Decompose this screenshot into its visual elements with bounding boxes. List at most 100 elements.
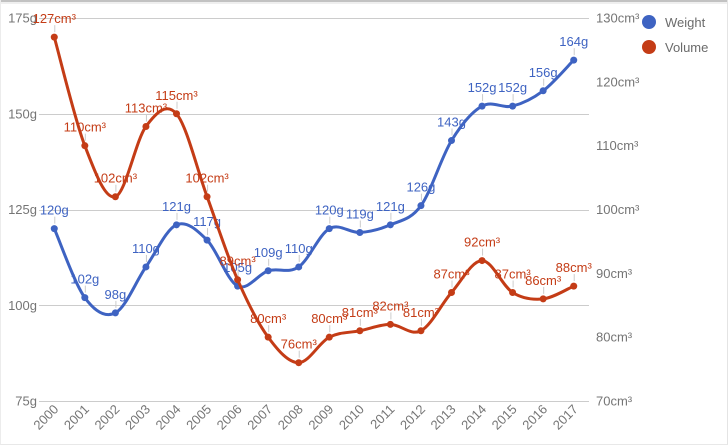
data-point-weight-2008[interactable]: [295, 263, 303, 271]
data-point-weight-2010[interactable]: [356, 228, 364, 236]
right-axis-tick-label: 70cm³: [596, 394, 633, 409]
data-point-volume-2008[interactable]: [295, 359, 303, 367]
data-point-weight-2012[interactable]: [417, 202, 425, 210]
data-point-volume-2014[interactable]: [478, 257, 486, 265]
data-point-weight-2007[interactable]: [264, 267, 272, 275]
point-annotation: 120g: [40, 203, 69, 218]
x-axis-tick-label: 2006: [214, 402, 245, 433]
x-axis-tick-label: 2004: [153, 402, 184, 433]
right-axis-tick-label: 80cm³: [596, 330, 633, 345]
x-axis-tick-label: 2015: [489, 402, 520, 433]
point-annotation: 152g: [498, 80, 527, 95]
x-axis-tick-label: 2013: [428, 402, 459, 433]
data-point-volume-2017[interactable]: [570, 282, 578, 290]
data-point-weight-2002[interactable]: [111, 309, 119, 317]
data-point-volume-2010[interactable]: [356, 327, 364, 335]
point-annotation: 102g: [70, 272, 99, 287]
x-axis-tick-label: 2008: [275, 402, 306, 433]
data-point-volume-2004[interactable]: [173, 110, 180, 118]
point-annotation: 127cm³: [33, 11, 77, 26]
data-point-weight-2003[interactable]: [142, 263, 150, 271]
data-point-volume-2012[interactable]: [417, 327, 425, 335]
data-point-volume-2007[interactable]: [264, 333, 272, 341]
data-point-weight-2017[interactable]: [570, 56, 578, 64]
point-annotation: 80cm³: [311, 311, 348, 326]
point-annotation: 109g: [254, 245, 283, 260]
point-annotation: 156g: [529, 65, 558, 80]
point-annotation: 110cm³: [64, 120, 107, 135]
data-point-weight-2000[interactable]: [50, 225, 58, 233]
data-point-weight-2004[interactable]: [173, 221, 180, 229]
point-annotation: 164g: [559, 34, 588, 49]
gridlines: [39, 18, 589, 402]
left-axis-tick-label: 150g: [8, 106, 37, 121]
data-point-volume-2005[interactable]: [203, 193, 211, 201]
data-point-volume-2013[interactable]: [448, 288, 455, 296]
left-axis-tick-label: 100g: [8, 298, 37, 313]
data-point-volume-2016[interactable]: [539, 295, 547, 303]
legend-label-volume: Volume: [665, 39, 709, 55]
x-axis-tick-label: 2005: [183, 402, 214, 433]
x-axis-tick-label: 2007: [244, 402, 275, 433]
data-point-weight-2014[interactable]: [478, 102, 486, 110]
left-axis-tick-label: 75g: [15, 394, 37, 409]
right-axis-tick-label: 110cm³: [596, 138, 639, 153]
point-annotation: 80cm³: [250, 311, 287, 326]
point-annotation: 115cm³: [155, 88, 198, 103]
point-annotation: 121g: [162, 199, 191, 214]
data-point-volume-2009[interactable]: [325, 333, 333, 341]
right-axis-tick-label: 100cm³: [596, 202, 640, 217]
data-point-volume-2003[interactable]: [142, 123, 150, 131]
legend-item-volume: Volume: [642, 36, 708, 58]
point-annotation: 152g: [468, 80, 497, 95]
data-point-weight-2015[interactable]: [509, 102, 517, 110]
point-annotation: 89cm³: [220, 254, 257, 269]
point-annotation: 119g: [346, 206, 374, 221]
data-point-volume-2001[interactable]: [81, 142, 89, 150]
weight-series-dot-icon: [642, 15, 656, 29]
x-axis-labels: 2000 2001 2002 2003 2004 2005 2006 2007 2008 2009…: [30, 402, 581, 433]
data-point-weight-2001[interactable]: [81, 294, 89, 302]
data-point-weight-2005[interactable]: [203, 236, 211, 244]
data-point-weight-2009[interactable]: [325, 225, 333, 233]
legend-item-weight: Weight: [642, 11, 708, 33]
right-axis-tick-label: 130cm³: [596, 11, 640, 26]
point-annotation: 120g: [315, 203, 344, 218]
data-point-volume-2006[interactable]: [234, 276, 242, 284]
x-axis-tick-label: 2010: [336, 402, 367, 433]
volume-series-dot-icon: [642, 40, 656, 54]
x-axis-tick-label: 2001: [61, 402, 92, 433]
data-point-volume-2011[interactable]: [386, 320, 394, 328]
data-point-volume-2000[interactable]: [50, 33, 58, 41]
point-annotation: 110g: [285, 241, 313, 256]
point-annotation: 81cm³: [403, 305, 440, 320]
left-axis-labels: 175g 150g 125g 100g 75g: [8, 11, 37, 409]
x-axis-tick-label: 2016: [519, 402, 550, 433]
left-axis-tick-label: 125g: [8, 202, 37, 217]
legend-label-weight: Weight: [665, 14, 706, 30]
point-annotation: 113cm³: [125, 101, 168, 116]
data-point-weight-2011[interactable]: [386, 221, 394, 229]
point-annotation: 121g: [376, 199, 405, 214]
data-point-weight-2013[interactable]: [448, 137, 455, 145]
right-axis-tick-label: 120cm³: [596, 74, 640, 89]
right-axis-tick-label: 90cm³: [596, 266, 633, 281]
data-point-volume-2015[interactable]: [509, 288, 517, 296]
point-annotation: 87cm³: [433, 266, 470, 281]
x-axis-tick-label: 2003: [122, 402, 153, 433]
x-axis-tick-label: 2012: [397, 402, 428, 433]
x-axis-tick-label: 2014: [458, 402, 489, 433]
point-annotation: 92cm³: [464, 235, 501, 250]
data-point-volume-2002[interactable]: [111, 193, 119, 201]
panel-top-border: [1, 0, 727, 4]
point-annotation: 81cm³: [342, 305, 379, 320]
data-point-weight-2016[interactable]: [539, 87, 547, 95]
point-annotation: 110g: [132, 241, 160, 256]
point-annotation: 82cm³: [372, 298, 409, 313]
point-annotation: 98g: [105, 287, 127, 302]
left-axis-tick-label: 175g: [8, 11, 37, 26]
point-annotation: 102cm³: [185, 171, 229, 186]
